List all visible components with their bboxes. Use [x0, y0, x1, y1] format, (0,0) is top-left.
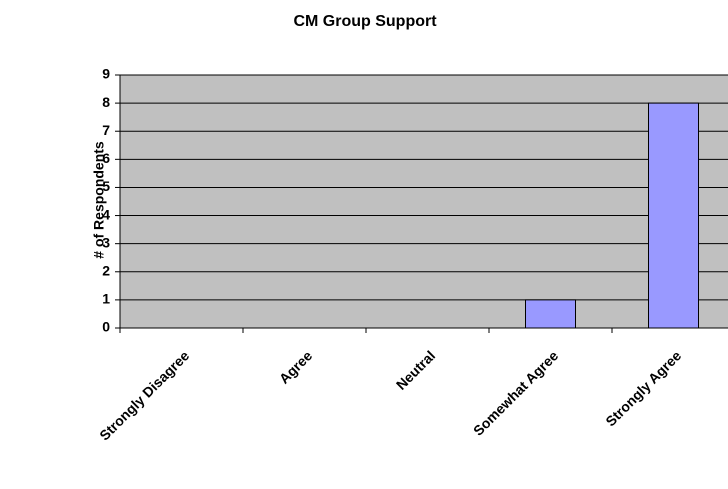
x-tick-label: Neutral — [393, 347, 438, 392]
y-tick-label: 3 — [102, 234, 110, 250]
x-tick-label: Somewhat Agree — [470, 347, 561, 438]
plot-area — [119, 74, 728, 329]
y-tick-label: 2 — [102, 262, 110, 278]
y-tick-label: 8 — [102, 94, 110, 110]
y-tick-label: 0 — [102, 319, 110, 335]
y-tick-label: 6 — [102, 150, 110, 166]
y-axis-label: # of Respondents — [91, 141, 107, 259]
y-tick-label: 7 — [102, 122, 110, 138]
y-tick-label: 9 — [102, 66, 110, 82]
x-tick-label: Agree — [276, 347, 316, 387]
bar — [525, 299, 576, 329]
y-tick-label: 5 — [102, 178, 110, 194]
x-tick-label: Strongly Disagree — [96, 347, 192, 443]
y-tick-label: 1 — [102, 291, 110, 307]
y-tick-label: 4 — [102, 206, 110, 222]
bar — [648, 102, 699, 329]
chart-title: CM Group Support — [293, 13, 437, 30]
x-tick-label: Strongly Agree — [602, 347, 684, 429]
